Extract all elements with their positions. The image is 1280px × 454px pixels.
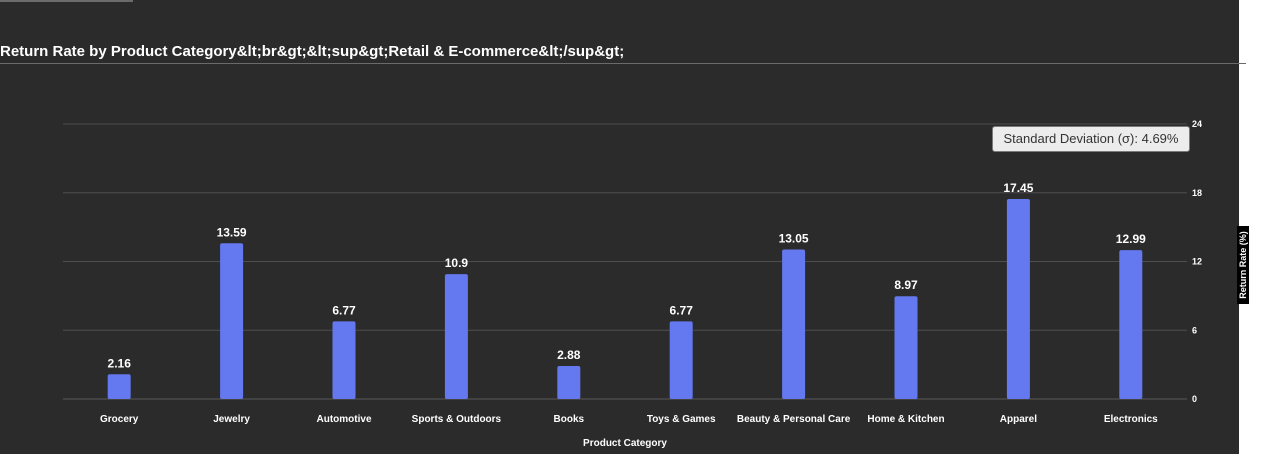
chart-panel: Return Rate by Product Category&lt;br&gt… <box>0 0 1249 454</box>
bar <box>669 321 693 399</box>
x-tick-label: Beauty & Personal Care <box>737 414 851 425</box>
x-tick-label: Jewelry <box>213 414 250 425</box>
bar <box>1119 250 1143 399</box>
y-tick-label: 12 <box>1192 257 1202 267</box>
x-tick-label: Grocery <box>100 414 139 425</box>
x-tick-label: Automotive <box>317 414 372 425</box>
data-label: 2.88 <box>557 348 581 362</box>
x-tick-label: Toys & Games <box>647 414 716 425</box>
data-label: 10.9 <box>445 256 469 270</box>
bar <box>1006 199 1030 399</box>
y-tick-label: 18 <box>1192 188 1202 198</box>
bar <box>107 374 131 399</box>
x-tick-label: Electronics <box>1104 414 1158 425</box>
y-tick-label: 0 <box>1192 394 1197 404</box>
data-label: 13.05 <box>779 231 809 245</box>
y-tick-label: 6 <box>1192 325 1197 335</box>
chart-plot: 0 6 12 18 24 2.16 Grocery 13.59 Jewelry 6.77 Autom… <box>63 119 1202 449</box>
data-label: 2.16 <box>108 356 132 370</box>
x-axis-label: Product Category <box>583 438 667 449</box>
bar <box>220 243 244 399</box>
bar <box>894 296 918 399</box>
bar <box>332 321 356 399</box>
data-label: 6.77 <box>332 303 356 317</box>
data-label: 17.45 <box>1003 181 1033 195</box>
title-divider <box>0 63 1246 64</box>
bar <box>557 366 581 399</box>
bar <box>444 274 468 399</box>
std-dev-tooltip: Standard Deviation (σ): 4.69% <box>992 126 1190 152</box>
data-label: 8.97 <box>894 278 918 292</box>
x-tick-label: Apparel <box>1000 414 1037 425</box>
y-axis-label-box <box>1237 226 1249 304</box>
chart-title: Return Rate by Product Category&lt;br&gt… <box>0 43 625 60</box>
data-label: 12.99 <box>1116 232 1146 246</box>
x-tick-label: Books <box>554 414 585 425</box>
x-tick-label: Sports & Outdoors <box>412 414 502 425</box>
bar <box>782 249 806 399</box>
top-tab-indicator <box>0 0 133 2</box>
data-label: 13.59 <box>217 225 247 239</box>
y-tick-label: 24 <box>1192 119 1202 129</box>
x-tick-label: Home & Kitchen <box>867 414 944 425</box>
y-axis-label: Return Rate (%) <box>1238 231 1248 299</box>
data-label: 6.77 <box>670 303 694 317</box>
